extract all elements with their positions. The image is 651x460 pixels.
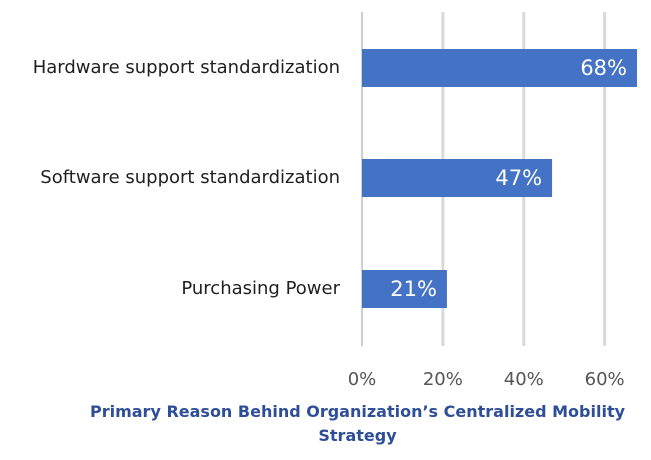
chart-title: Primary Reason Behind Organization’s Cen… <box>89 402 626 445</box>
category-label: Hardware support standardization <box>33 57 340 78</box>
bar <box>362 49 637 87</box>
category-label: Software support standardization <box>40 167 340 188</box>
data-label: 68% <box>580 56 627 80</box>
data-label: 47% <box>495 166 542 190</box>
x-tick-label: 0% <box>348 369 377 390</box>
category-label: Purchasing Power <box>181 278 340 299</box>
x-tick-label: 60% <box>585 369 625 390</box>
bar <box>362 270 447 308</box>
x-tick-label: 40% <box>504 369 544 390</box>
x-tick-label: 20% <box>423 369 463 390</box>
data-label: 21% <box>390 277 437 301</box>
bar <box>362 159 553 197</box>
